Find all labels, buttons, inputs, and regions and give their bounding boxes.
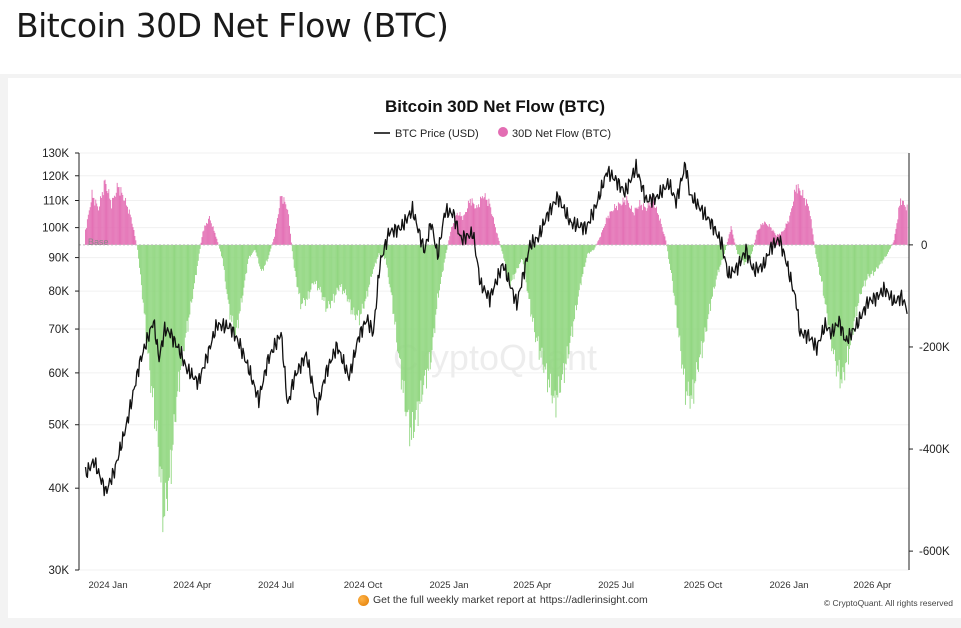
left-tick-label: 50K <box>49 420 70 432</box>
page-title: Bitcoin 30D Net Flow (BTC) <box>16 6 449 45</box>
right-tick-label: -200K <box>919 342 950 354</box>
price-line-path <box>84 158 908 497</box>
legend: BTC Price (USD) 30D Net Flow (BTC) <box>374 127 611 140</box>
legend-netflow-dot-icon <box>498 127 508 137</box>
footer-note-text: Get the full weekly market report at <box>373 594 536 606</box>
x-tick-label: 2025 Apr <box>513 580 551 591</box>
x-tick-label: 2024 Apr <box>173 580 211 591</box>
left-tick-label: 130K <box>42 148 69 160</box>
right-tick-label: -400K <box>919 444 950 456</box>
left-tick-label: 30K <box>49 565 70 577</box>
axes <box>78 153 910 570</box>
x-tick-label: 2025 Jul <box>598 580 634 591</box>
base-label: Base <box>88 237 109 247</box>
x-axis-ticks: 2024 Jan 2024 Apr 2024 Jul 2024 Oct 2025 Jan… <box>89 580 892 591</box>
x-tick-label: 2026 Apr <box>853 580 891 591</box>
left-tick-label: 120K <box>42 171 69 183</box>
right-tick-label: 0 <box>921 240 927 252</box>
left-tick-label: 100K <box>42 223 69 235</box>
x-tick-label: 2024 Oct <box>344 580 383 591</box>
left-tick-label: 40K <box>49 483 70 495</box>
x-tick-label: 2025 Jan <box>429 580 468 591</box>
chart-title: Bitcoin 30D Net Flow (BTC) <box>385 97 605 116</box>
legend-price-label: BTC Price (USD) <box>395 128 479 140</box>
grid <box>79 152 909 571</box>
footer-note: Get the full weekly market report at htt… <box>358 594 648 606</box>
left-tick-label: 60K <box>49 368 70 380</box>
left-tick-label: 70K <box>49 324 70 336</box>
left-tick-label: 110K <box>43 196 69 208</box>
netflow-bars <box>85 179 908 533</box>
x-tick-label: 2025 Oct <box>684 580 723 591</box>
copyright: © CryptoQuant. All rights reserved <box>823 598 953 608</box>
x-tick-label: 2024 Jul <box>258 580 294 591</box>
x-tick-label: 2024 Jan <box>89 580 128 591</box>
right-tick-label: -600K <box>919 546 950 558</box>
left-tick-label: 90K <box>49 253 70 265</box>
right-axis-ticks: 0 -200K -400K -600K <box>909 240 950 558</box>
left-axis-ticks: 30K 40K 50K 60K 70K 80K 90K 100K 110K 120K 130K <box>42 148 79 577</box>
price-line <box>84 158 908 497</box>
report-icon <box>358 594 369 606</box>
x-tick-label: 2026 Jan <box>769 580 808 591</box>
report-link[interactable]: https://adlerinsight.com <box>539 594 648 606</box>
legend-netflow-label: 30D Net Flow (BTC) <box>512 128 611 140</box>
left-tick-label: 80K <box>49 286 70 298</box>
